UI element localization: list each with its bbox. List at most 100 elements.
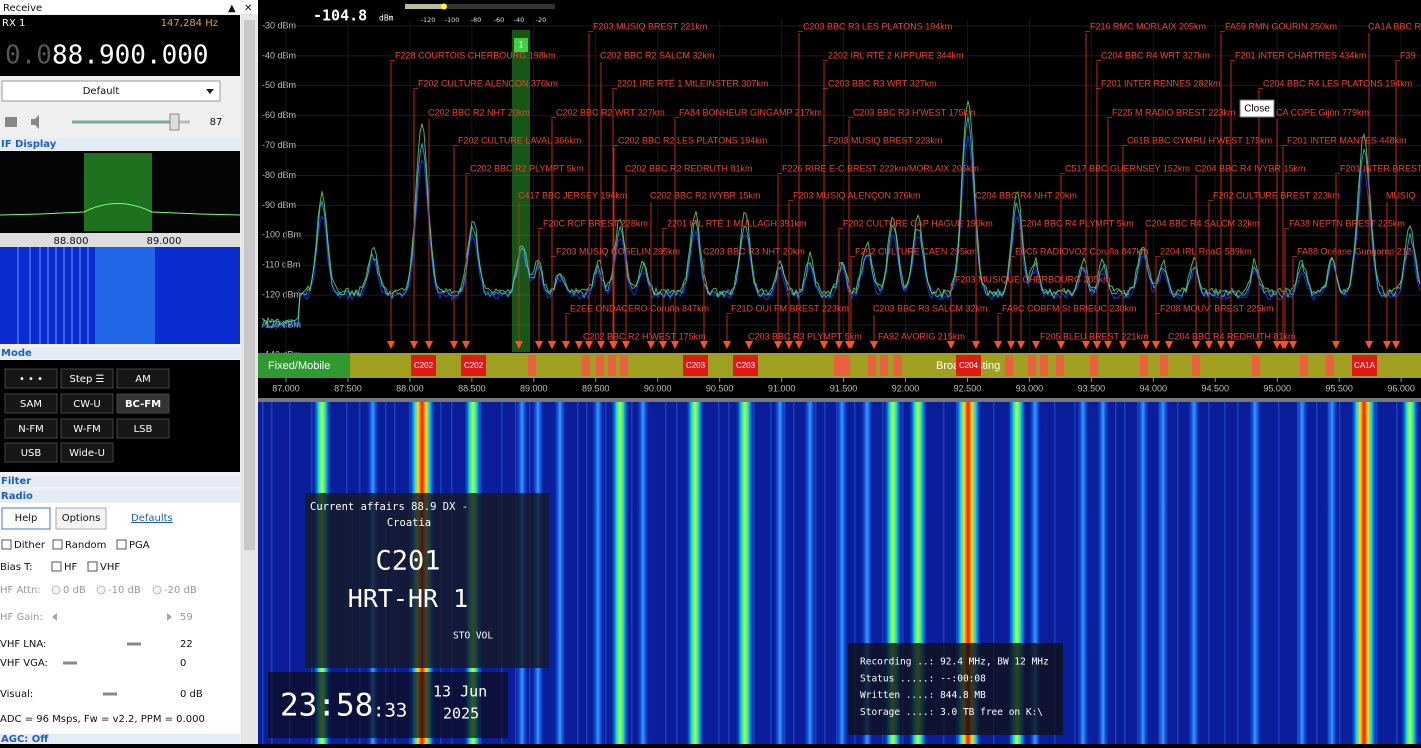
station-arrow[interactable] <box>1273 341 1281 349</box>
station-label[interactable]: CA COPE Gijón 779km <box>1276 107 1369 117</box>
station-label[interactable]: _F21D OUI FM BREST 223km <box>725 303 849 313</box>
station-label[interactable]: _F205 BLEU BREST 221km <box>1034 331 1148 341</box>
section-header[interactable] <box>0 490 240 502</box>
section-header[interactable] <box>0 138 240 150</box>
radio-button[interactable] <box>51 585 61 595</box>
station-arrow[interactable] <box>548 341 556 349</box>
station-label[interactable]: _C204 BBC R4 WRT 327km <box>1095 50 1210 60</box>
station-arrow[interactable] <box>1165 341 1173 349</box>
station-label[interactable]: _FA84 BONHEUR GINGAMP 217km <box>673 107 822 117</box>
station-label[interactable]: _F202 CULTURE BREST 223km <box>1207 190 1340 200</box>
station-label[interactable]: _FA88 Océane Gungamp 212 <box>1291 246 1412 256</box>
frequency[interactable]: 88.900.000 <box>52 41 209 71</box>
band-marker[interactable] <box>411 355 436 376</box>
station-arrow[interactable] <box>562 341 570 349</box>
slider-thumb[interactable] <box>127 642 141 646</box>
checkbox[interactable] <box>51 561 62 572</box>
volume-thumb[interactable] <box>169 113 180 131</box>
section-header[interactable] <box>0 347 240 359</box>
options-button[interactable] <box>55 507 107 530</box>
station-arrow[interactable] <box>1104 341 1112 349</box>
splitter[interactable] <box>258 398 1421 402</box>
station-arrow[interactable] <box>1205 341 1213 349</box>
station-label[interactable]: _C202 BBC R2 PLYMPT 5km <box>464 163 584 173</box>
station-arrow[interactable] <box>1057 341 1065 349</box>
band-marker[interactable] <box>1352 355 1377 376</box>
station-arrow[interactable] <box>1227 341 1235 349</box>
station-arrow[interactable] <box>972 341 980 349</box>
if-display-header[interactable]: IF Display <box>1 139 57 150</box>
station-arrow[interactable] <box>1392 341 1400 349</box>
speaker-icon[interactable] <box>31 115 39 129</box>
collapse[interactable]: ▲ <box>228 3 236 14</box>
station-label[interactable]: C204 BBC R4 NHT 20km <box>975 190 1077 200</box>
station-arrow[interactable] <box>835 341 843 349</box>
station-arrow[interactable] <box>700 341 708 349</box>
checkbox[interactable] <box>1 539 12 550</box>
freq-prefix[interactable]: 0.0 <box>5 41 52 71</box>
station-arrow[interactable] <box>575 341 583 349</box>
station-label[interactable]: C417 BBC JERSEY 194km <box>518 190 627 200</box>
station-label[interactable]: _2204 IRL RnaG 589km <box>1154 246 1252 256</box>
station-label[interactable]: C204 BBC R4 SALCM 32km <box>1145 218 1260 228</box>
station-label[interactable]: _C204 BBC R4 LES PLATONS 194km <box>1257 78 1412 88</box>
defaults-link[interactable]: Defaults <box>131 513 173 524</box>
station-label[interactable]: _F226 RIRE E-C BREST 222km/MORLAIX 205km <box>776 163 979 173</box>
station-arrow[interactable] <box>1119 341 1127 349</box>
mode-header[interactable]: Mode <box>1 348 32 359</box>
close[interactable]: ✕ <box>244 3 252 14</box>
preset-dropdown[interactable] <box>1 80 221 102</box>
station-arrow[interactable] <box>610 341 618 349</box>
station-label[interactable]: _F202 CULTURE LAVAL 366km <box>452 135 581 145</box>
radio-header[interactable]: Radio <box>1 491 33 502</box>
filter-header[interactable]: Filter <box>1 476 31 487</box>
icon[interactable] <box>5 117 17 127</box>
station-label[interactable]: C204 BBC R4 IVYBR 15km <box>1195 163 1306 173</box>
slider-thumb[interactable] <box>103 692 117 696</box>
station-label[interactable]: _F201 INTER CHARTRES 434km <box>1229 50 1366 60</box>
mode-button[interactable] <box>60 442 114 463</box>
checkbox[interactable] <box>116 539 127 550</box>
station-arrow[interactable] <box>1152 341 1160 349</box>
band-marker[interactable] <box>956 355 981 376</box>
station-label[interactable]: _F202 CULTURE CAP HAGUE 190km <box>837 218 993 228</box>
station-arrow[interactable] <box>462 341 470 349</box>
station-label[interactable]: _F202 CULTURE ALENCON 376km <box>412 78 558 88</box>
station-arrow[interactable] <box>1093 341 1101 349</box>
station-arrow[interactable] <box>994 341 1002 349</box>
mode-button[interactable] <box>116 418 170 439</box>
station-arrow[interactable] <box>515 341 523 349</box>
station-arrow[interactable] <box>870 341 878 349</box>
station-label[interactable]: C204 BBC R4 REDRUTH 81km <box>1168 331 1296 341</box>
station-arrow[interactable] <box>597 341 605 349</box>
station-label[interactable]: _C202 BBC R2 H'WEST 175km <box>577 331 706 341</box>
section-header[interactable] <box>0 476 240 487</box>
station-label[interactable]: _F203 MUSIQ ALENÇON 376km <box>787 190 921 200</box>
mode-button[interactable] <box>116 393 170 414</box>
station-arrow[interactable] <box>723 341 731 349</box>
checkbox[interactable] <box>87 561 98 572</box>
station-label[interactable]: C203 BBC R3 PLYMPT 5km <box>748 331 862 341</box>
section-header[interactable] <box>0 734 240 744</box>
station-arrow[interactable] <box>1217 341 1225 349</box>
station-arrow[interactable] <box>947 341 955 349</box>
station-label[interactable]: _C517 BBC GUERNSEY 152km <box>1059 163 1190 173</box>
station-arrow[interactable] <box>820 341 828 349</box>
station-arrow[interactable] <box>410 341 418 349</box>
checkbox[interactable] <box>52 539 63 550</box>
station-arrow[interactable] <box>847 341 855 349</box>
station-arrow[interactable] <box>1332 341 1340 349</box>
station-label[interactable]: _FA38 NEPTN BREST 225km <box>1283 218 1405 228</box>
station-label[interactable]: _2201 IRL RTÉ 1 MULLAGH 391km <box>661 218 807 228</box>
agc-header[interactable]: AGC: Off <box>1 734 49 745</box>
station-label[interactable]: _F216 RMC MORLAIX 205km <box>1084 21 1206 31</box>
station-label[interactable]: _F203 MUSIQUE CHERBOURG 205km <box>949 274 1111 284</box>
station-label[interactable]: _F225 M RADIO BREST 223km <box>1106 107 1235 117</box>
band-marker[interactable] <box>683 355 708 376</box>
mode-button[interactable] <box>4 368 58 389</box>
station-arrow[interactable] <box>671 341 679 349</box>
station-arrow[interactable] <box>1383 341 1391 349</box>
station-label[interactable]: _FA92 AVORIG 215km <box>872 331 965 341</box>
station-label[interactable]: _F201 INTER BREST <box>1334 163 1421 173</box>
station-label[interactable]: _F203 MUSIQ COSELIN 295km <box>550 246 680 256</box>
